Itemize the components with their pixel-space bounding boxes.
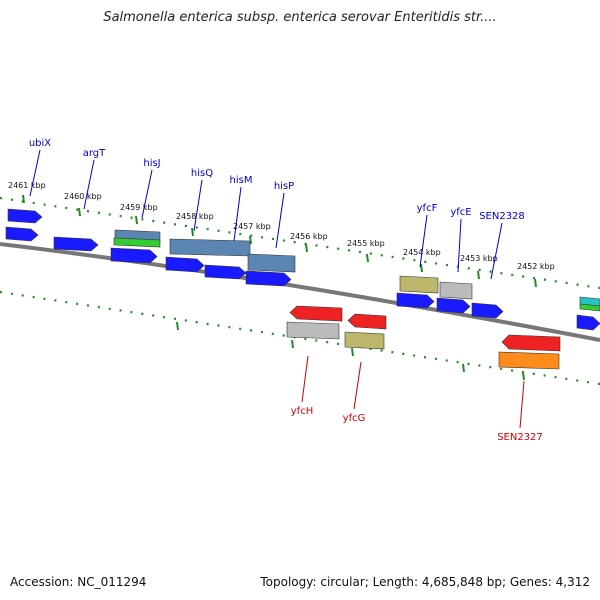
gene-feature-cds_blue[interactable] [165, 256, 205, 273]
gene-feature-cyan[interactable] [579, 296, 600, 307]
reverse-gene-label[interactable]: yfcG [343, 413, 366, 424]
gene-feature-steel[interactable] [247, 253, 296, 273]
forward-gene-label[interactable]: SEN2328 [479, 211, 525, 222]
gene-feature-green[interactable] [113, 237, 161, 248]
major-tick [22, 194, 25, 204]
reverse-leader-line [519, 380, 525, 429]
major-tick [351, 347, 354, 357]
forward-leader-line [275, 192, 285, 249]
forward-leader-line [457, 218, 462, 273]
forward-leader-line [490, 222, 503, 280]
major-tick [534, 278, 537, 288]
major-tick [135, 215, 138, 225]
gene-feature-red[interactable] [501, 334, 561, 352]
major-tick [78, 207, 81, 217]
forward-leader-line [29, 149, 41, 197]
forward-leader-line [83, 159, 95, 210]
kbp-label: 2459 kbp [120, 203, 158, 212]
forward-gene-label[interactable]: hisQ [191, 168, 213, 179]
kbp-label: 2461 kbp [8, 181, 46, 190]
forward-leader-line [193, 179, 203, 232]
gene-feature-cds_blue[interactable] [53, 236, 99, 252]
reverse-gene-label[interactable]: yfcH [291, 406, 313, 417]
gene-feature-cds_blue[interactable] [5, 226, 39, 242]
major-tick [305, 243, 308, 253]
major-tick [291, 339, 294, 349]
forward-gene-label[interactable]: hisP [274, 181, 294, 192]
reverse-leader-line [353, 361, 362, 410]
gene-feature-cds_blue[interactable] [7, 208, 43, 224]
gene-feature-cds_blue[interactable] [245, 270, 292, 287]
kbp-label: 2460 kbp [64, 192, 102, 201]
gene-feature-cds_blue[interactable] [396, 292, 435, 309]
gene-feature-khaki[interactable] [399, 275, 439, 294]
gene-feature-khaki[interactable] [344, 331, 385, 350]
major-tick [462, 363, 465, 373]
reverse-gene-label[interactable]: SEN2327 [497, 432, 543, 443]
kbp-label: 2458 kbp [176, 212, 214, 221]
forward-gene-label[interactable]: ubiX [29, 138, 51, 149]
major-tick [191, 227, 194, 237]
major-tick [522, 371, 525, 381]
major-tick [477, 270, 480, 280]
forward-leader-line [141, 169, 153, 219]
gene-feature-gray[interactable] [439, 281, 473, 300]
gene-feature-cds_blue[interactable] [436, 297, 471, 314]
kbp-label: 2453 kbp [460, 254, 498, 263]
kbp-label: 2455 kbp [347, 239, 385, 248]
gene-feature-red[interactable] [347, 313, 387, 330]
forward-leader-line [233, 186, 242, 242]
forward-gene-label[interactable]: yfcF [417, 203, 438, 214]
reverse-leader-line [301, 355, 309, 403]
forward-gene-label[interactable]: hisM [230, 175, 253, 186]
gene-feature-cds_blue[interactable] [471, 302, 504, 319]
forward-gene-label[interactable]: argT [83, 148, 106, 159]
gene-feature-red[interactable] [289, 305, 343, 322]
gene-feature-orange[interactable] [498, 351, 560, 370]
major-tick [420, 263, 423, 273]
gene-feature-steel[interactable] [169, 238, 251, 257]
genome-backbone [0, 242, 600, 342]
gene-feature-green[interactable] [579, 303, 600, 312]
topology-label: Topology: circular; Length: 4,685,848 bp… [260, 575, 590, 589]
forward-gene-label[interactable]: yfcE [450, 207, 471, 218]
gene-feature-cds_blue[interactable] [110, 247, 158, 264]
kbp-label: 2452 kbp [517, 262, 555, 271]
major-tick [176, 321, 179, 331]
forward-gene-label[interactable]: hisJ [143, 158, 160, 169]
gene-feature-gray[interactable] [286, 321, 340, 340]
accession-label: Accession: NC_011294 [10, 575, 147, 589]
major-tick [249, 235, 252, 245]
gene-feature-cds_blue[interactable] [204, 264, 247, 280]
forward-leader-line [419, 214, 428, 268]
kbp-label: 2456 kbp [290, 232, 328, 241]
kbp-label: 2457 kbp [233, 222, 271, 231]
major-tick [366, 253, 369, 263]
gene-feature-cds_blue[interactable] [576, 314, 600, 331]
genome-title: Salmonella enterica subsp. enterica sero… [103, 10, 497, 25]
